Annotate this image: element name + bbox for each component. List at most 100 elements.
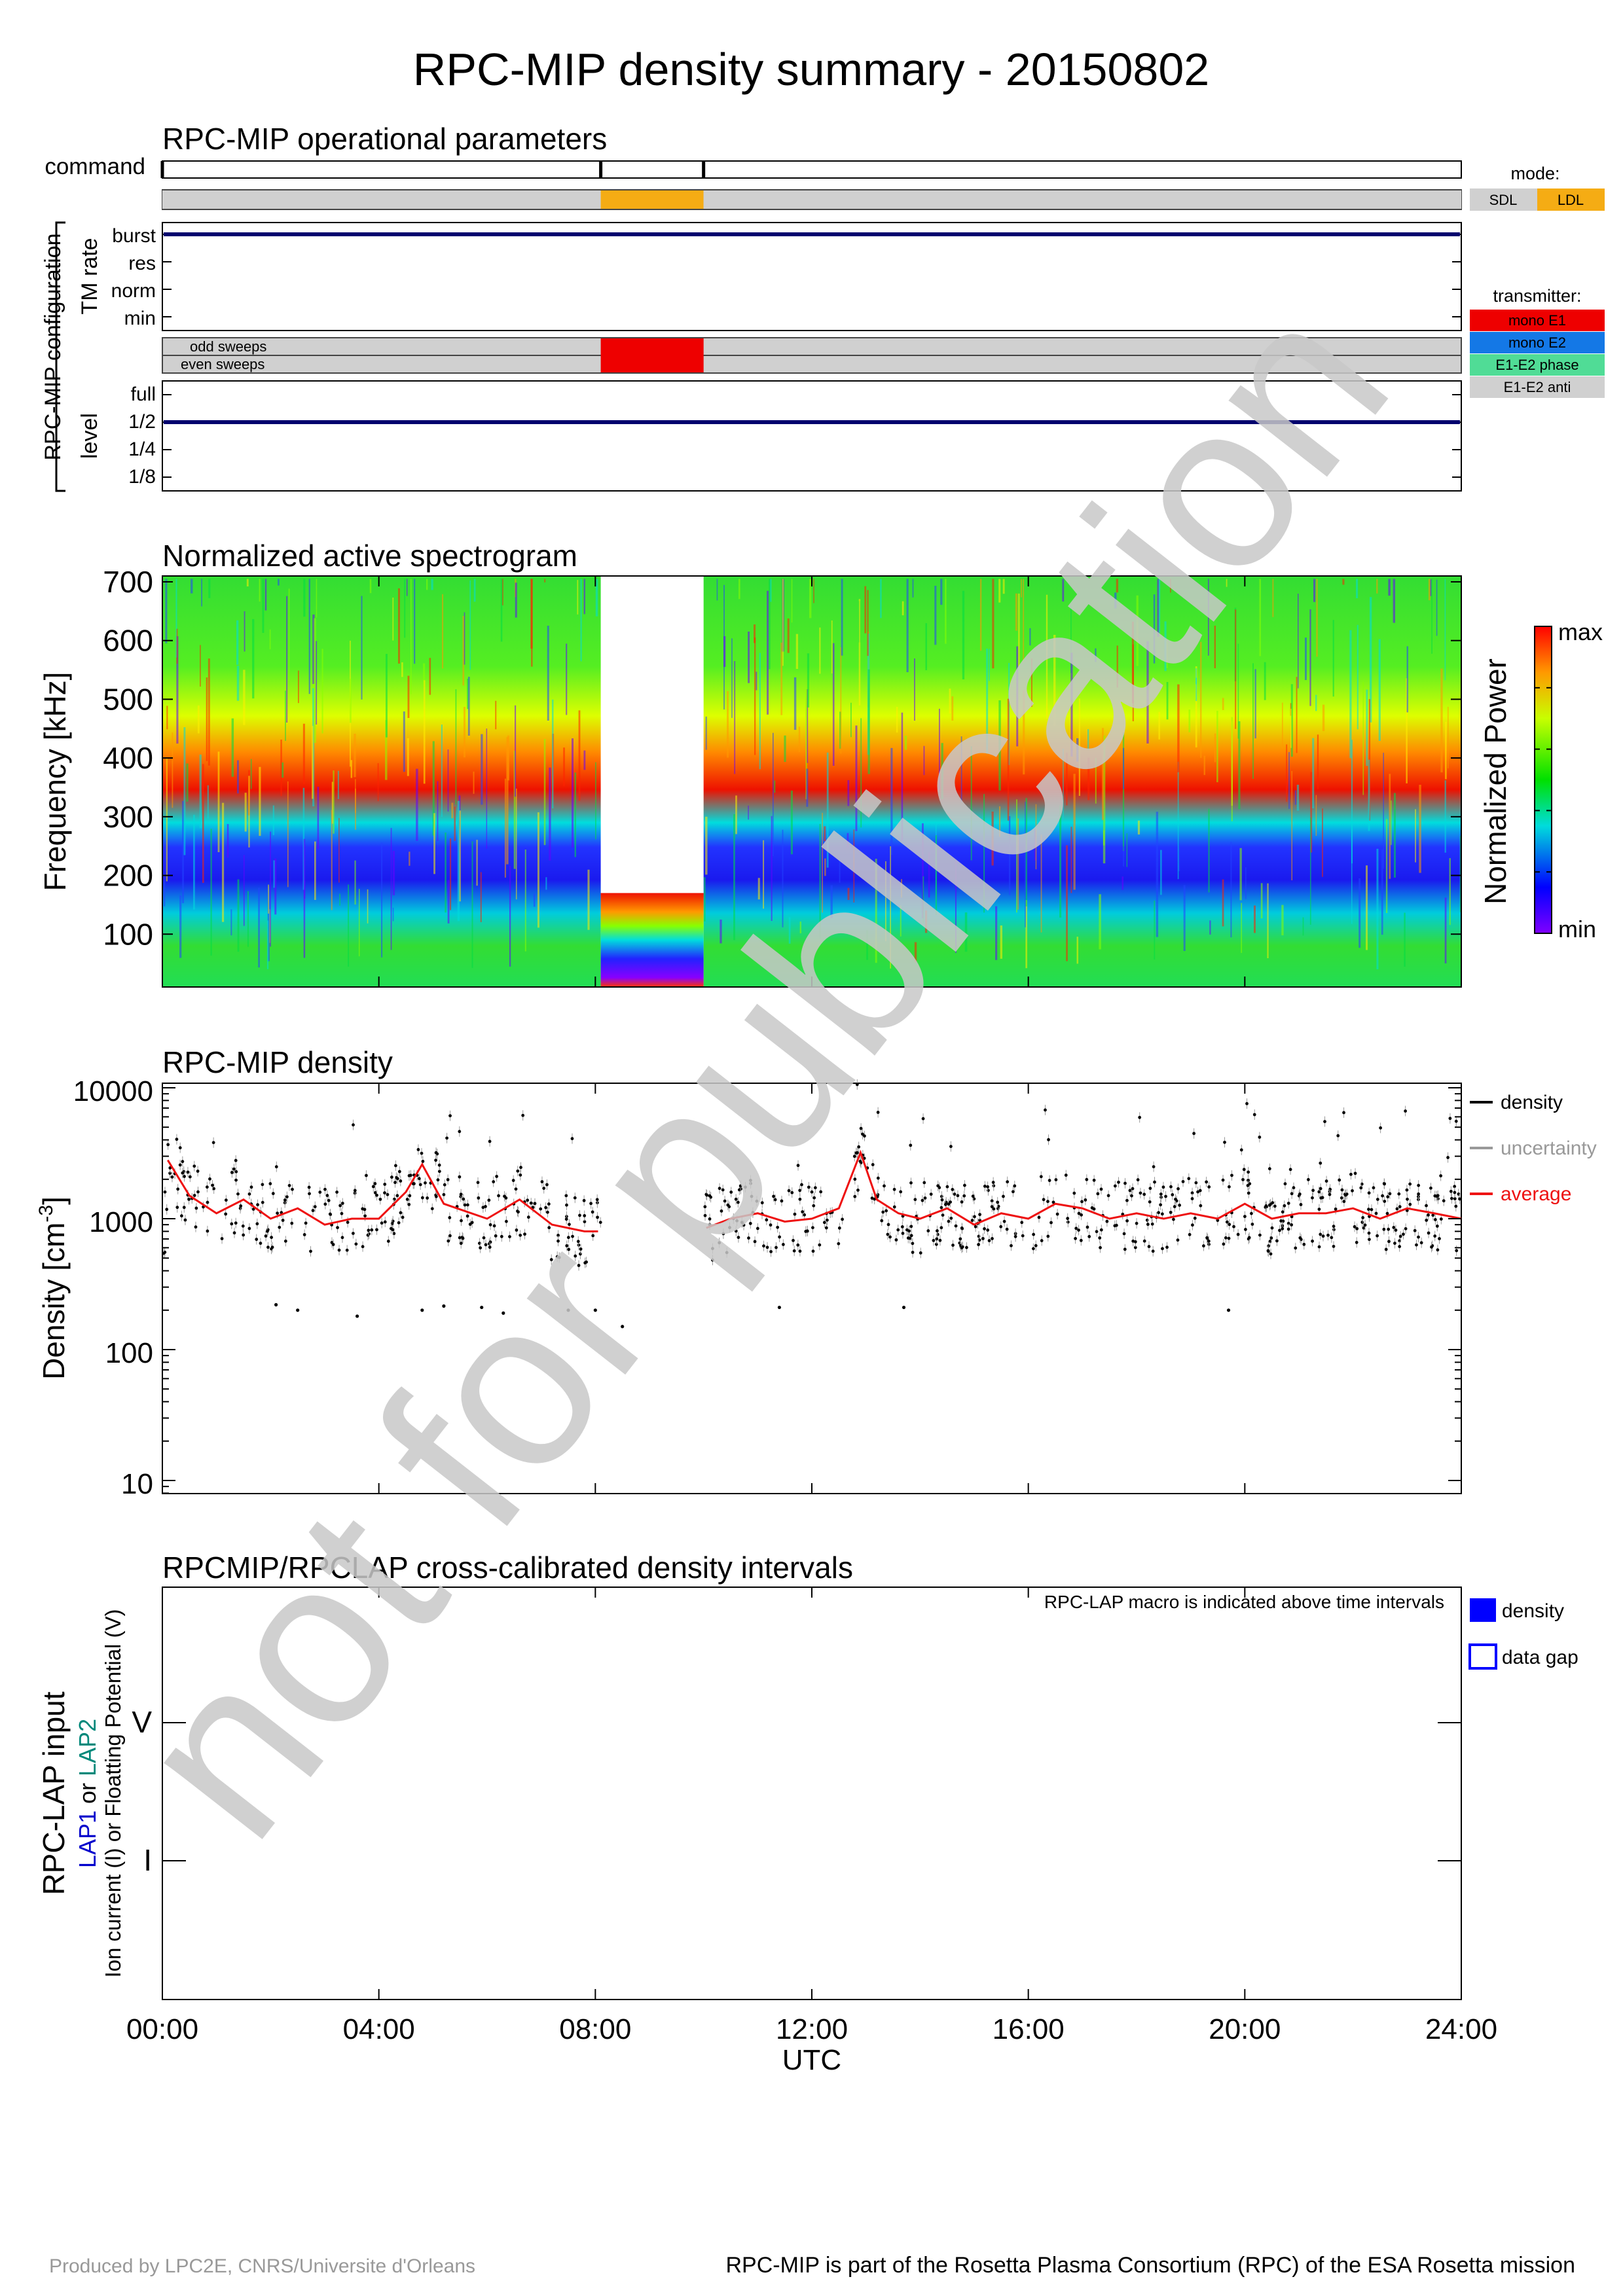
density-point [1319, 1232, 1322, 1236]
density-point [999, 1225, 1003, 1229]
density-point [361, 1245, 365, 1249]
density-point [591, 1210, 594, 1214]
density-point [991, 1181, 995, 1184]
density-point [442, 1193, 446, 1196]
density-point [488, 1223, 492, 1227]
density-yticklabel-10000: 10000 [73, 1075, 153, 1107]
density-point [375, 1228, 378, 1232]
density-point [547, 1202, 551, 1206]
density-yticklabel-100: 100 [105, 1337, 153, 1369]
density-point [420, 1151, 424, 1155]
density-point [1323, 1120, 1326, 1124]
density-point [888, 1235, 892, 1239]
density-point [1384, 1247, 1388, 1251]
spectrogram-yticklabel: 200 [103, 859, 153, 893]
density-point [1306, 1177, 1310, 1181]
spectrogram-panel: Normalized active spectrogram 100 200 300 4… [38, 539, 1603, 988]
density-point [883, 1184, 886, 1188]
density-point [1190, 1197, 1194, 1200]
density-point [1455, 1249, 1459, 1253]
lap-ylabel-line3: Ion current (I) or Floatting Potential (… [101, 1609, 125, 1977]
density-point [1160, 1212, 1164, 1216]
density-point [1020, 1221, 1024, 1225]
density-point [386, 1193, 390, 1196]
density-point [516, 1169, 520, 1173]
density-point [399, 1179, 403, 1183]
density-point [871, 1163, 875, 1166]
density-point [397, 1170, 401, 1174]
density-point [256, 1203, 259, 1207]
density-point [448, 1114, 452, 1118]
density-point [1311, 1239, 1314, 1243]
density-point [354, 1242, 358, 1246]
density-point [1165, 1246, 1169, 1249]
tx-legend-anti-swatch [1470, 376, 1605, 398]
density-point [1244, 1228, 1247, 1231]
density-point [1370, 1208, 1374, 1211]
density-point [1010, 1244, 1013, 1247]
density-point [755, 1199, 759, 1203]
density-point [936, 1229, 939, 1232]
density-point [853, 1194, 857, 1198]
density-point [705, 1193, 709, 1197]
density-point [401, 1215, 405, 1219]
tx-legend-e1: mono E1 [1508, 312, 1566, 329]
mode-legend-sdl: SDL [1489, 192, 1518, 208]
density-point [1095, 1230, 1099, 1234]
density-point [1438, 1237, 1441, 1240]
density-point [1228, 1185, 1231, 1189]
density-point [426, 1196, 429, 1200]
density-point [978, 1213, 981, 1217]
density-point [972, 1197, 976, 1201]
lap1-label: LAP1 [74, 1810, 101, 1868]
density-point [905, 1228, 909, 1232]
density-point [1105, 1219, 1109, 1223]
density-point [1159, 1203, 1163, 1207]
density-point [211, 1141, 215, 1145]
density-point [1398, 1205, 1402, 1209]
density-point [445, 1136, 448, 1140]
density-plot-area [162, 1079, 1462, 1329]
density-point [977, 1243, 980, 1246]
density-point [1278, 1229, 1281, 1232]
density-point [1450, 1196, 1453, 1200]
density-point [448, 1234, 452, 1238]
density-point [393, 1164, 397, 1168]
density-point [373, 1191, 377, 1194]
density-point [811, 1249, 815, 1253]
density-point [1176, 1238, 1180, 1242]
density-point [380, 1221, 384, 1225]
spectrogram-y-ticks: 100 200 300 400 500 600 700 [103, 565, 1461, 951]
density-point [1161, 1185, 1165, 1189]
density-point [825, 1218, 829, 1222]
density-point [960, 1226, 964, 1230]
density-point [1408, 1202, 1412, 1206]
density-point [397, 1221, 401, 1225]
density-point [749, 1179, 752, 1182]
density-point [1232, 1225, 1235, 1229]
density-point [1273, 1204, 1277, 1208]
density-point [1328, 1187, 1332, 1191]
density-point [234, 1170, 238, 1174]
density-point [990, 1199, 994, 1203]
density-point [1270, 1226, 1274, 1230]
density-point [436, 1178, 440, 1182]
density-point [734, 1197, 738, 1201]
density-point [870, 1196, 874, 1200]
density-point [1131, 1239, 1135, 1243]
density-point [769, 1223, 773, 1227]
density-point [792, 1238, 795, 1242]
density-point [765, 1218, 769, 1222]
spectrogram-yticklabel: 100 [103, 917, 153, 951]
density-point [1046, 1234, 1050, 1238]
density-point [776, 1225, 780, 1229]
density-point [1398, 1234, 1402, 1238]
density-point [819, 1190, 823, 1194]
density-point [856, 1189, 860, 1192]
density-point [1123, 1247, 1127, 1251]
density-point [1332, 1244, 1336, 1248]
density-point [492, 1180, 496, 1183]
density-point [772, 1194, 775, 1198]
density-point [951, 1188, 955, 1191]
density-point [899, 1190, 903, 1194]
